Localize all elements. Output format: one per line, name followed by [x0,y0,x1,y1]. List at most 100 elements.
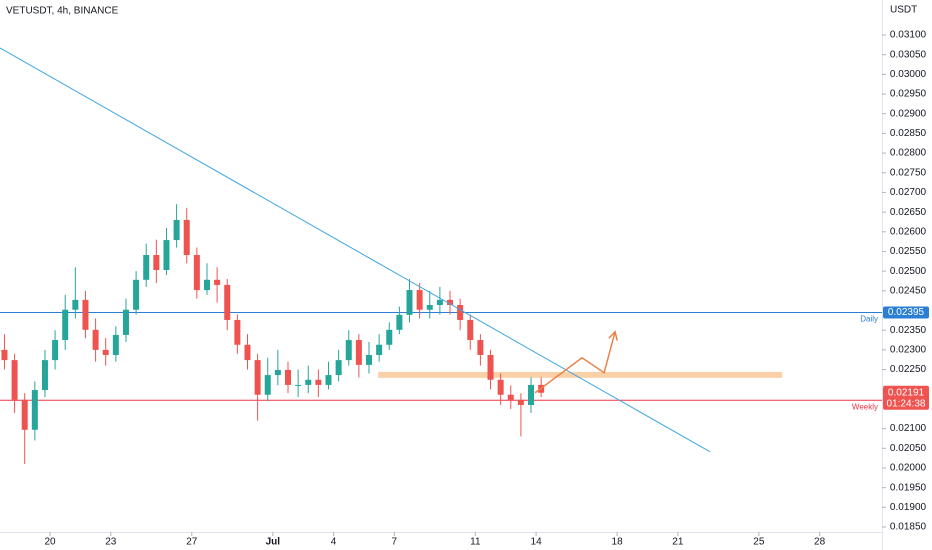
candle-body [315,379,322,385]
candle-body [426,305,433,310]
candle-body [92,329,99,350]
x-tick-label: 11 [470,537,481,548]
candle-body [517,399,524,405]
candle-body [52,340,59,361]
resistance-zone [378,371,783,378]
y-tick-label: 0.02850 [890,128,927,139]
x-tick-label: 14 [531,537,543,548]
y-tick-label: 0.02000 [890,463,927,474]
candle-body [487,354,494,380]
candle-body [284,369,291,385]
candle-body [376,344,383,355]
last-price-box [883,385,929,410]
candle-body [234,319,241,345]
candle-body [72,299,79,310]
candle-body [295,384,302,386]
candle-body [122,309,129,335]
y-tick-label: 0.02750 [890,167,927,178]
y-tick-label: 0.02550 [890,246,927,257]
candle-body [477,340,484,355]
y-tick-label: 0.02050 [890,443,927,454]
candle-body [133,279,140,310]
candle-body [1,349,8,361]
candle-body [31,390,38,430]
candle-body [396,314,403,330]
y-tick-label: 0.03100 [890,30,927,41]
y-tick-label: 0.02650 [890,207,927,218]
x-tick-label: 27 [186,537,198,548]
y-tick-label: 0.02800 [890,148,927,159]
candle-body [366,354,373,365]
y-tick-label: 0.02250 [890,364,927,375]
candle-body [406,290,413,315]
projection-path [534,331,616,394]
level-name: Weekly [852,402,878,411]
candle-body [143,255,150,280]
y-tick-label: 0.02900 [890,108,927,119]
y-tick-label: 0.03050 [890,49,927,60]
candle-body [416,290,423,310]
countdown-label: 01:24:38 [887,398,926,409]
candle-body [163,240,170,270]
candle-body [21,399,28,430]
candle-body [507,394,514,400]
candle-body [11,360,18,400]
level-name: Daily [860,315,878,324]
candle-body [345,340,352,361]
candle-body [254,360,261,395]
candle-body [305,379,312,385]
axis-unit: USDT [890,5,917,16]
x-tick-label: 4 [331,537,337,548]
candle-body [173,219,180,241]
projection-arrowhead [608,330,618,341]
y-tick-label: 0.03000 [890,69,927,80]
x-tick-label: 23 [105,537,117,548]
y-tick-label: 0.02600 [890,226,927,237]
candle-body [386,329,393,345]
y-tick-label: 0.02100 [890,423,927,434]
x-tick-label: 21 [672,537,684,548]
candle-body [528,384,535,405]
candle-body [153,255,160,270]
candle-body [62,309,69,341]
candle-body [112,334,119,355]
level-box [883,306,929,319]
chart-title: VETUSDT, 4h, BINANCE [6,6,119,17]
x-tick-label: 18 [612,537,624,548]
candle-body [447,299,454,306]
candle-body [41,360,48,391]
candle-body [264,375,271,395]
candle-body [203,279,210,291]
trendline [0,47,711,453]
x-tick-label: 25 [753,537,765,548]
candle-body [183,219,190,256]
y-tick-label: 0.02450 [890,285,927,296]
x-tick-label: 20 [44,537,56,548]
y-tick-label: 0.01950 [890,482,927,493]
candle-body [82,299,89,330]
candle-body [497,379,504,395]
x-tick-label: 7 [392,537,398,548]
candle-body [325,375,332,385]
level-label: 0.02395 [888,307,925,318]
candle-body [436,299,443,306]
candle-body [214,279,221,285]
candle-body [193,255,200,291]
candle-body [467,319,474,341]
candle-body [355,340,362,365]
candle-body [274,369,281,376]
candle-body [335,360,342,376]
candle-body [224,284,231,320]
y-tick-label: 0.02700 [890,187,927,198]
x-tick-label: Jul [266,537,281,548]
y-tick-label: 0.02350 [890,325,927,336]
candle-body [244,344,251,361]
y-tick-label: 0.02500 [890,266,927,277]
candle-body [457,305,464,320]
candle-body [102,349,109,355]
last-price-label: 0.02191 [888,387,925,398]
x-tick-label: 28 [814,537,826,548]
y-tick-label: 0.02950 [890,89,927,100]
